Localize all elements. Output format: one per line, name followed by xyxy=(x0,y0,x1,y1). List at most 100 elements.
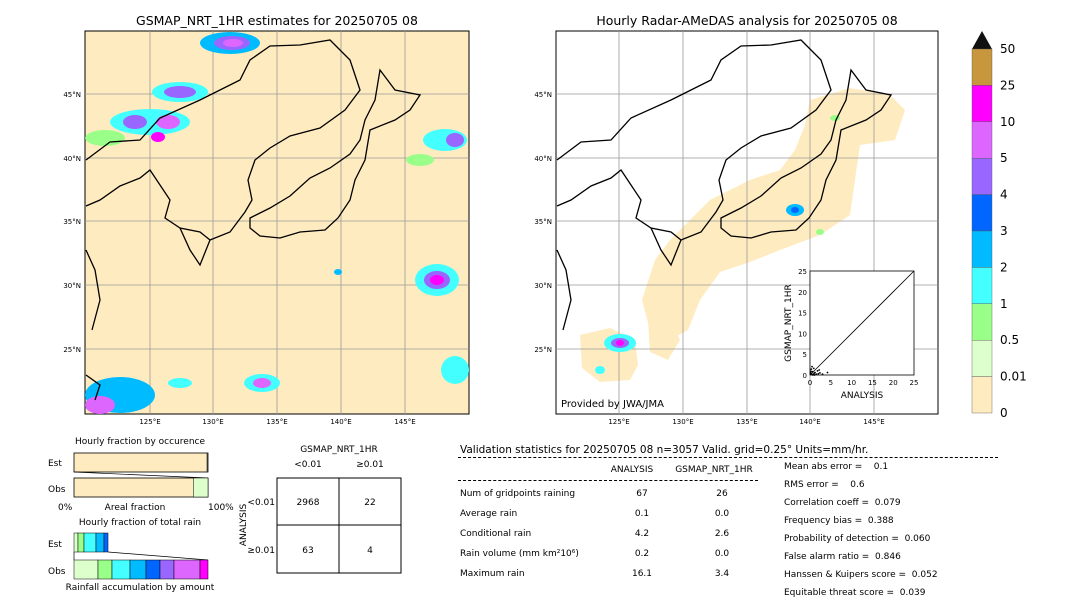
scatter-x-tick: 10 xyxy=(847,379,856,387)
stat-label: Conditional rain xyxy=(460,529,532,539)
colorbar-label: 25 xyxy=(1000,78,1015,92)
scatter-point xyxy=(817,372,820,375)
scatter-point xyxy=(811,365,813,368)
score-line: Correlation coeff = 0.079 xyxy=(784,498,901,508)
cell-hit: 4 xyxy=(367,546,373,556)
est-rain-bar xyxy=(73,532,109,553)
stat-gsmap-value: 3.4 xyxy=(714,569,730,579)
colorbar-labels: 50 25 10 5 4 3 2 1 0.5 0.01 0 xyxy=(1000,42,1027,420)
left-map-title: GSMAP_NRT_1HR estimates for 20250705 08 xyxy=(136,13,418,28)
obs-occurrence-bar xyxy=(73,477,209,498)
left-map-grid xyxy=(85,31,469,414)
colorbar-extend-arrow xyxy=(972,31,992,49)
contingency-table: 2968 22 63 4 <0.01 ≥0.01 ANALYSIS xyxy=(239,477,402,574)
left-lat-label: 25°N xyxy=(63,346,81,354)
right-lat-label: 35°N xyxy=(534,218,552,226)
right-map-coverage xyxy=(580,88,905,382)
row2-label: ≥0.01 xyxy=(247,546,275,556)
right-map-axis-labels: 45°N 40°N 35°N 30°N 25°N 125°E 130°E 135… xyxy=(534,91,884,426)
scatter-x-tick: 5 xyxy=(829,379,833,387)
obs-rain-bar xyxy=(73,559,209,580)
occurrence-title: Hourly fraction by occurence xyxy=(74,437,206,447)
scatter-y-tick: 20 xyxy=(798,289,807,297)
est-occurrence-bar xyxy=(73,452,209,473)
colorbar-block xyxy=(971,194,993,232)
left-map-axis-labels: 45°N 40°N 35°N 30°N 25°N 125°E 130°E 135… xyxy=(63,91,415,426)
colorbar-label: 5 xyxy=(1000,151,1008,165)
colorbar-block xyxy=(971,48,993,86)
row1-label: <0.01 xyxy=(247,498,275,508)
colorbar-label: 1 xyxy=(1000,297,1008,311)
contingency-header: GSMAP_NRT_1HR xyxy=(300,445,378,455)
score-line: Frequency bias = 0.388 xyxy=(784,516,894,526)
colorbar-block xyxy=(971,267,993,304)
right-lon-label: 135°E xyxy=(736,418,757,426)
scatter-point xyxy=(809,370,812,373)
colorbar-label: 10 xyxy=(1000,115,1015,129)
contingency-col2: ≥0.01 xyxy=(356,460,384,470)
left-lat-label: 45°N xyxy=(63,91,81,99)
colorbar-label: 0.5 xyxy=(1000,333,1019,347)
occurrence-chart: Est Obs 0% Areal fraction 100% xyxy=(48,452,234,513)
left-lon-label: 125°E xyxy=(139,418,160,426)
col-gsmap: GSMAP_NRT_1HR xyxy=(675,465,753,475)
scatter-point xyxy=(814,371,816,374)
scatter-points xyxy=(809,365,829,376)
left-map: 45°N 40°N 35°N 30°N 25°N 125°E 130°E 135… xyxy=(63,30,470,426)
left-lon-label: 140°E xyxy=(330,418,351,426)
est-label: Est xyxy=(48,540,62,550)
score-line: Probability of detection = 0.060 xyxy=(784,534,931,544)
left-lon-label: 145°E xyxy=(394,418,415,426)
right-lon-label: 140°E xyxy=(799,418,820,426)
contingency-col1: <0.01 xyxy=(294,460,322,470)
areal-fraction-label: Areal fraction xyxy=(105,503,166,513)
scatter-plot: 0 5 10 15 20 25 0 5 10 15 20 25 ANALYSIS GSMAP_NRT_… xyxy=(784,268,918,401)
right-map-rain xyxy=(595,115,840,374)
right-lat-label: 25°N xyxy=(534,346,552,354)
stat-analysis-value: 0.1 xyxy=(634,509,650,519)
score-line: False alarm ratio = 0.846 xyxy=(784,552,901,562)
obs-label: Obs xyxy=(48,567,66,577)
right-lon-label: 125°E xyxy=(608,418,629,426)
right-lon-label: 130°E xyxy=(672,418,693,426)
left-lon-label: 130°E xyxy=(202,418,223,426)
scatter-y-tick: 5 xyxy=(803,351,807,359)
right-lon-label: 145°E xyxy=(863,418,884,426)
colorbar: 50 25 10 5 4 3 2 1 0.5 0.01 0 xyxy=(971,31,1027,420)
colorbar-label: 4 xyxy=(1000,188,1008,202)
total-rain-chart: Est Obs Rainfall accumulation by amount xyxy=(48,532,215,593)
colorbar-block xyxy=(971,303,993,341)
validation-title: Validation statistics for 20250705 08 n=… xyxy=(460,444,869,456)
scatter-ticks: 0 5 10 15 20 25 0 5 10 15 20 25 xyxy=(798,268,918,387)
scatter-point xyxy=(826,371,829,374)
right-lat-label: 30°N xyxy=(534,282,552,290)
right-lat-label: 45°N xyxy=(534,91,552,99)
credit-label: Provided by JWA/JMA xyxy=(561,399,664,410)
scatter-diagonal xyxy=(809,270,915,376)
scatter-y-tick: 10 xyxy=(798,330,807,338)
scatter-point xyxy=(813,374,816,376)
scatter-y-tick: 25 xyxy=(798,268,807,276)
obs-label: Obs xyxy=(48,485,66,495)
colorbar-label: 2 xyxy=(1000,260,1008,274)
obs-occurrence-rain xyxy=(193,477,209,498)
stat-analysis-value: 67 xyxy=(636,489,648,499)
stat-label: Rain volume (mm km²10⁶) xyxy=(460,549,579,559)
stat-gsmap-value: 2.6 xyxy=(714,529,730,539)
colorbar-label: 3 xyxy=(1000,224,1008,238)
scatter-y-tick: 15 xyxy=(798,310,807,318)
score-line: Hanssen & Kuipers score = 0.052 xyxy=(784,570,938,580)
scatter-x-tick: 20 xyxy=(889,379,898,387)
colorbar-blocks xyxy=(971,48,993,414)
est-label: Est xyxy=(48,459,62,469)
colorbar-block xyxy=(971,340,993,377)
left-lat-label: 35°N xyxy=(63,218,81,226)
left-lon-label: 135°E xyxy=(266,418,287,426)
score-line: Equitable threat score = 0.039 xyxy=(784,588,926,598)
scatter-point xyxy=(811,370,814,373)
cell-miss: 63 xyxy=(302,546,313,556)
right-map-coastline xyxy=(556,39,893,331)
colorbar-block xyxy=(971,121,993,159)
right-map: 45°N 40°N 35°N 30°N 25°N 125°E 130°E 135… xyxy=(534,30,939,426)
scatter-point xyxy=(821,373,824,376)
